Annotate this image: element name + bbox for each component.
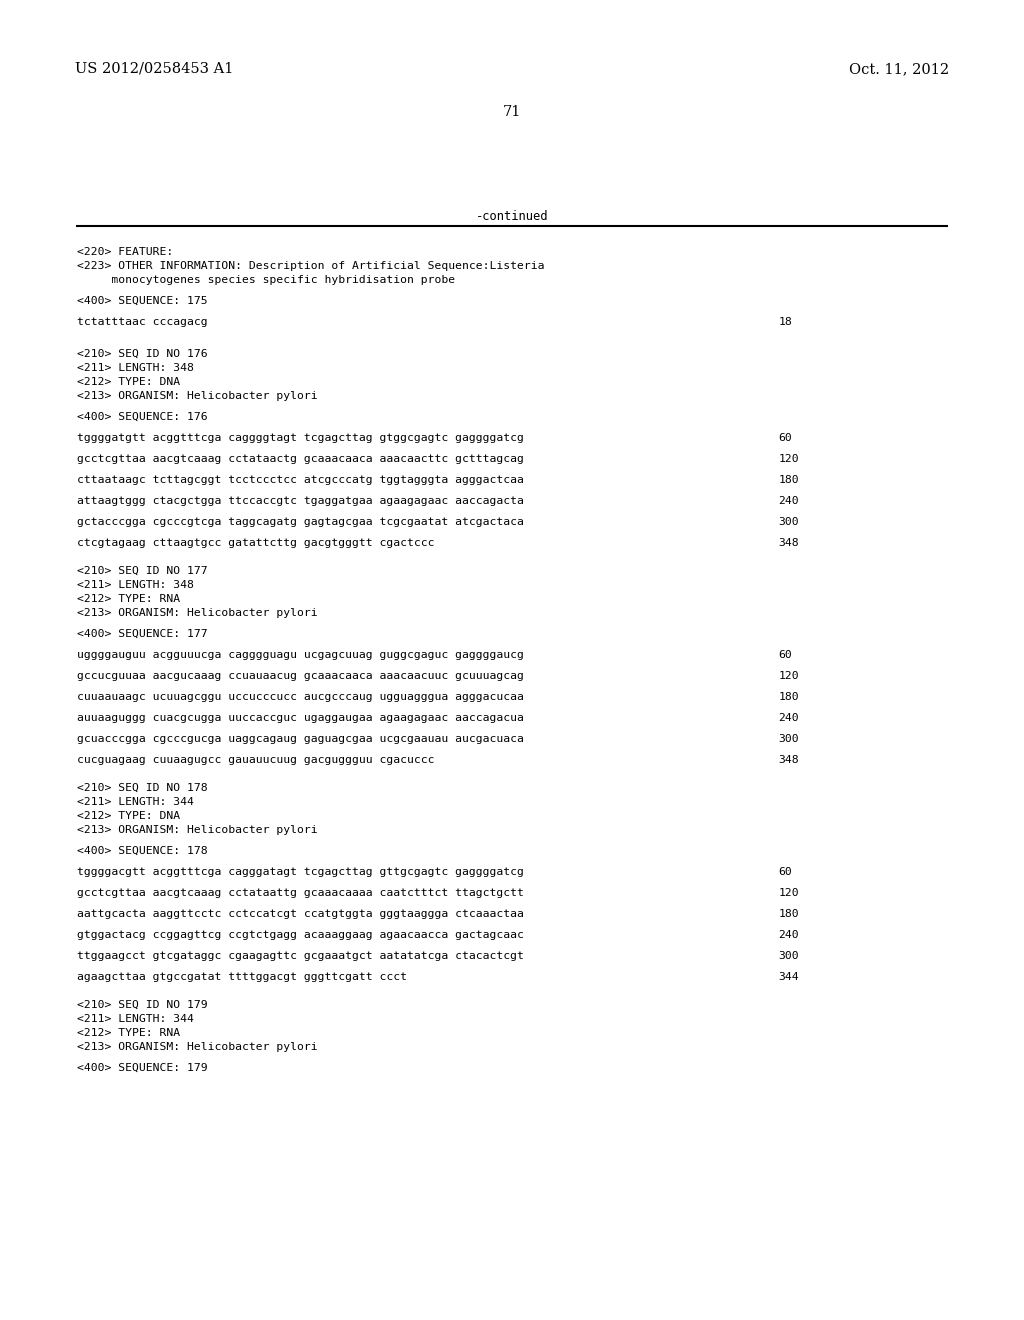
Text: -continued: -continued [476, 210, 548, 223]
Text: monocytogenes species specific hybridisation probe: monocytogenes species specific hybridisa… [77, 275, 455, 285]
Text: attaagtggg ctacgctgga ttccaccgtc tgaggatgaa agaagagaac aaccagacta: attaagtggg ctacgctgga ttccaccgtc tgaggat… [77, 496, 523, 506]
Text: <210> SEQ ID NO 178: <210> SEQ ID NO 178 [77, 783, 208, 793]
Text: gcctcgttaa aacgtcaaag cctataactg gcaaacaaca aaacaacttc gctttagcag: gcctcgttaa aacgtcaaag cctataactg gcaaaca… [77, 454, 523, 465]
Text: <213> ORGANISM: Helicobacter pylori: <213> ORGANISM: Helicobacter pylori [77, 391, 317, 401]
Text: <211> LENGTH: 344: <211> LENGTH: 344 [77, 797, 194, 807]
Text: <400> SEQUENCE: 178: <400> SEQUENCE: 178 [77, 846, 208, 855]
Text: <400> SEQUENCE: 177: <400> SEQUENCE: 177 [77, 630, 208, 639]
Text: 348: 348 [778, 539, 799, 548]
Text: <223> OTHER INFORMATION: Description of Artificial Sequence:Listeria: <223> OTHER INFORMATION: Description of … [77, 261, 545, 271]
Text: 240: 240 [778, 931, 799, 940]
Text: 120: 120 [778, 671, 799, 681]
Text: cttaataagc tcttagcggt tcctccctcc atcgcccatg tggtagggta agggactcaa: cttaataagc tcttagcggt tcctccctcc atcgccc… [77, 475, 523, 484]
Text: 71: 71 [503, 106, 521, 119]
Text: 240: 240 [778, 496, 799, 506]
Text: <213> ORGANISM: Helicobacter pylori: <213> ORGANISM: Helicobacter pylori [77, 1041, 317, 1052]
Text: tggggatgtt acggtttcga caggggtagt tcgagcttag gtggcgagtc gaggggatcg: tggggatgtt acggtttcga caggggtagt tcgagct… [77, 433, 523, 444]
Text: uggggauguu acgguuucga cagggguagu ucgagcuuag guggcgaguc gaggggaucg: uggggauguu acgguuucga cagggguagu ucgagcu… [77, 649, 523, 660]
Text: gcuacccgga cgcccgucga uaggcagaug gaguagcgaa ucgcgaauau aucgacuaca: gcuacccgga cgcccgucga uaggcagaug gaguagc… [77, 734, 523, 744]
Text: <211> LENGTH: 348: <211> LENGTH: 348 [77, 363, 194, 374]
Text: 240: 240 [778, 713, 799, 723]
Text: <211> LENGTH: 348: <211> LENGTH: 348 [77, 579, 194, 590]
Text: tggggacgtt acggtttcga cagggatagt tcgagcttag gttgcgagtc gaggggatcg: tggggacgtt acggtttcga cagggatagt tcgagct… [77, 867, 523, 876]
Text: 180: 180 [778, 909, 799, 919]
Text: gccucguuaa aacgucaaag ccuauaacug gcaaacaaca aaacaacuuc gcuuuagcag: gccucguuaa aacgucaaag ccuauaacug gcaaaca… [77, 671, 523, 681]
Text: <220> FEATURE:: <220> FEATURE: [77, 247, 173, 257]
Text: 300: 300 [778, 734, 799, 744]
Text: 180: 180 [778, 692, 799, 702]
Text: gctacccgga cgcccgtcga taggcagatg gagtagcgaa tcgcgaatat atcgactaca: gctacccgga cgcccgtcga taggcagatg gagtagc… [77, 517, 523, 527]
Text: <213> ORGANISM: Helicobacter pylori: <213> ORGANISM: Helicobacter pylori [77, 609, 317, 618]
Text: <212> TYPE: RNA: <212> TYPE: RNA [77, 1028, 180, 1038]
Text: 300: 300 [778, 950, 799, 961]
Text: 60: 60 [778, 649, 792, 660]
Text: auuaaguggg cuacgcugga uuccaccguc ugaggaugaa agaagagaac aaccagacua: auuaaguggg cuacgcugga uuccaccguc ugaggau… [77, 713, 523, 723]
Text: cuuaauaagc ucuuagcggu uccucccucc aucgcccaug ugguagggua agggacucaa: cuuaauaagc ucuuagcggu uccucccucc aucgccc… [77, 692, 523, 702]
Text: <211> LENGTH: 344: <211> LENGTH: 344 [77, 1014, 194, 1024]
Text: 120: 120 [778, 888, 799, 898]
Text: Oct. 11, 2012: Oct. 11, 2012 [849, 62, 949, 77]
Text: ttggaagcct gtcgataggc cgaagagttc gcgaaatgct aatatatcga ctacactcgt: ttggaagcct gtcgataggc cgaagagttc gcgaaat… [77, 950, 523, 961]
Text: 344: 344 [778, 972, 799, 982]
Text: cucguagaag cuuaagugcc gauauucuug gacguggguu cgacuccc: cucguagaag cuuaagugcc gauauucuug gacgugg… [77, 755, 434, 766]
Text: 300: 300 [778, 517, 799, 527]
Text: ctcgtagaag cttaagtgcc gatattcttg gacgtgggtt cgactccc: ctcgtagaag cttaagtgcc gatattcttg gacgtgg… [77, 539, 434, 548]
Text: 18: 18 [778, 317, 792, 327]
Text: <212> TYPE: RNA: <212> TYPE: RNA [77, 594, 180, 605]
Text: <212> TYPE: DNA: <212> TYPE: DNA [77, 378, 180, 387]
Text: gcctcgttaa aacgtcaaag cctataattg gcaaacaaaa caatctttct ttagctgctt: gcctcgttaa aacgtcaaag cctataattg gcaaaca… [77, 888, 523, 898]
Text: gtggactacg ccggagttcg ccgtctgagg acaaaggaag agaacaacca gactagcaac: gtggactacg ccggagttcg ccgtctgagg acaaagg… [77, 931, 523, 940]
Text: <400> SEQUENCE: 176: <400> SEQUENCE: 176 [77, 412, 208, 422]
Text: <400> SEQUENCE: 175: <400> SEQUENCE: 175 [77, 296, 208, 306]
Text: <212> TYPE: DNA: <212> TYPE: DNA [77, 810, 180, 821]
Text: 60: 60 [778, 867, 792, 876]
Text: aattgcacta aaggttcctc cctccatcgt ccatgtggta gggtaaggga ctcaaactaa: aattgcacta aaggttcctc cctccatcgt ccatgtg… [77, 909, 523, 919]
Text: <210> SEQ ID NO 177: <210> SEQ ID NO 177 [77, 566, 208, 576]
Text: US 2012/0258453 A1: US 2012/0258453 A1 [75, 62, 233, 77]
Text: tctatttaac cccagacg: tctatttaac cccagacg [77, 317, 208, 327]
Text: 60: 60 [778, 433, 792, 444]
Text: <210> SEQ ID NO 179: <210> SEQ ID NO 179 [77, 1001, 208, 1010]
Text: 180: 180 [778, 475, 799, 484]
Text: <400> SEQUENCE: 179: <400> SEQUENCE: 179 [77, 1063, 208, 1073]
Text: <210> SEQ ID NO 176: <210> SEQ ID NO 176 [77, 348, 208, 359]
Text: 120: 120 [778, 454, 799, 465]
Text: 348: 348 [778, 755, 799, 766]
Text: <213> ORGANISM: Helicobacter pylori: <213> ORGANISM: Helicobacter pylori [77, 825, 317, 836]
Text: agaagcttaa gtgccgatat ttttggacgt gggttcgatt ccct: agaagcttaa gtgccgatat ttttggacgt gggttcg… [77, 972, 407, 982]
